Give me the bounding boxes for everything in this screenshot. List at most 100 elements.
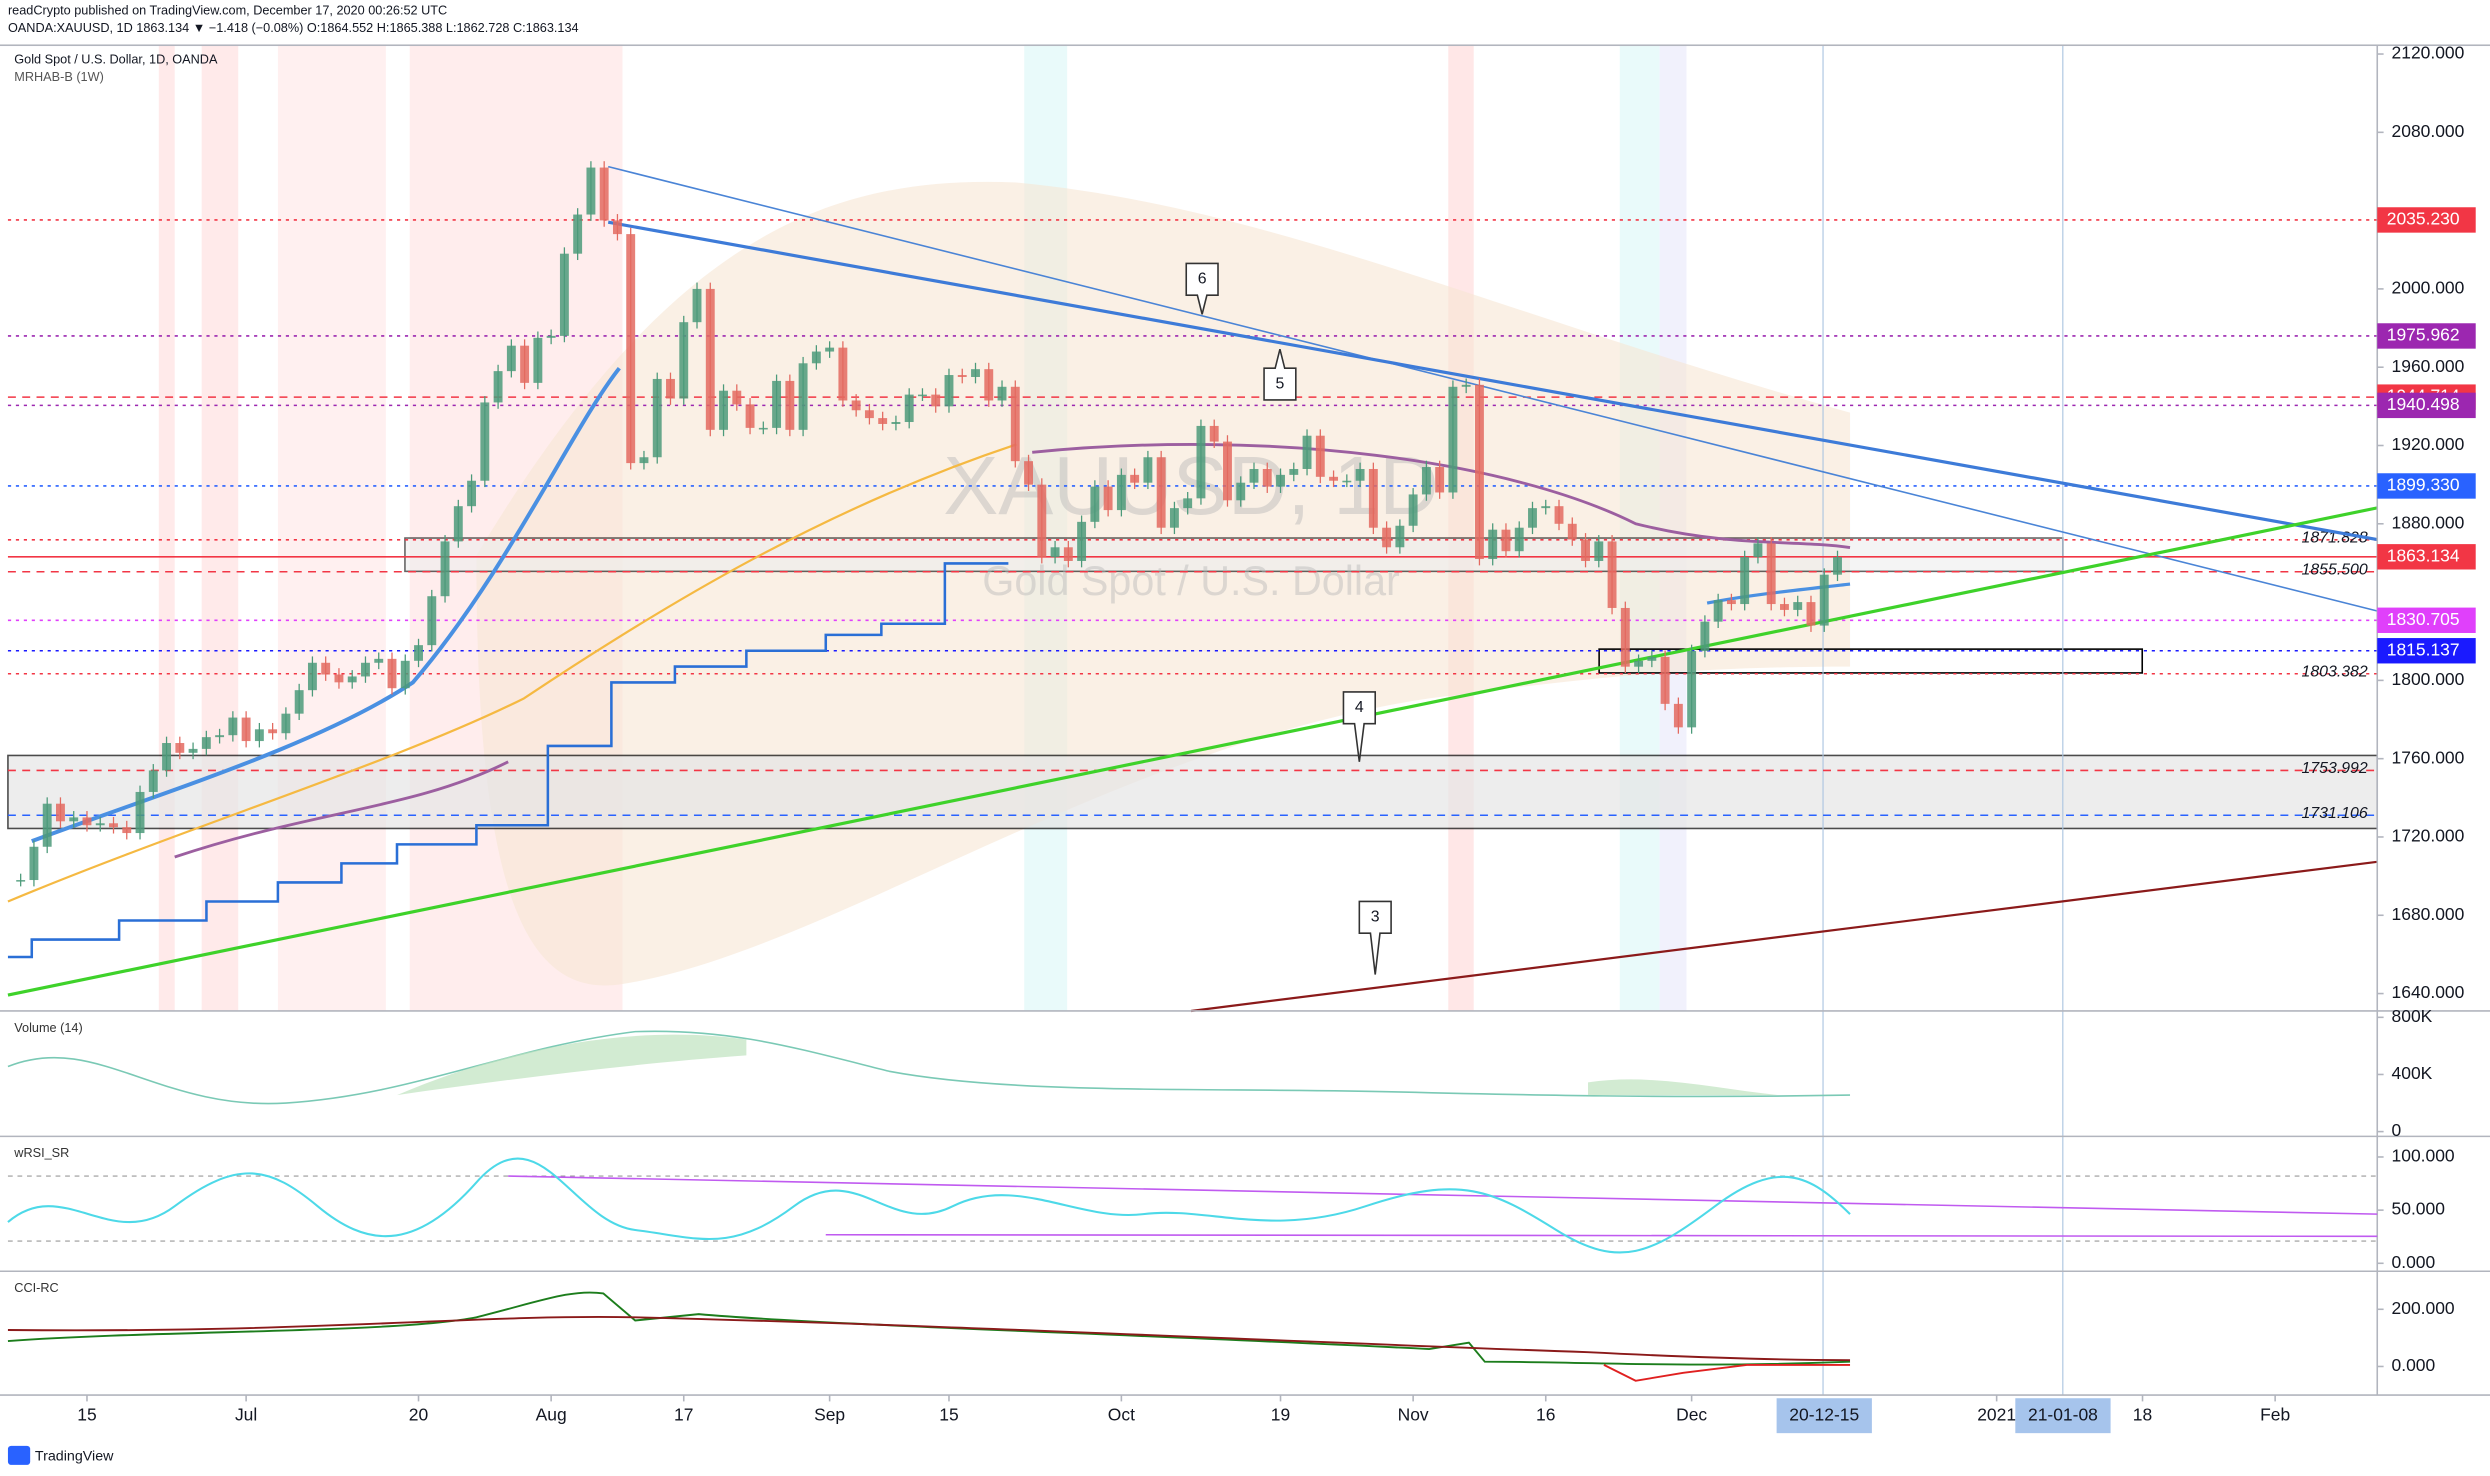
- volume-ma: [7, 1030, 1851, 1105]
- brand-logo: [7, 1445, 31, 1465]
- candle: [135, 791, 145, 834]
- candle: [241, 717, 251, 742]
- y-tick-label: 100.000: [2392, 1146, 2455, 1166]
- candle: [1700, 621, 1710, 652]
- price-badge: [2377, 473, 2476, 499]
- candle: [758, 427, 768, 430]
- candle: [1236, 482, 1246, 501]
- candles: [16, 161, 1842, 887]
- candle: [586, 167, 596, 215]
- candle: [944, 375, 954, 407]
- candle: [188, 748, 198, 753]
- candle: [1223, 441, 1232, 501]
- candle: [16, 880, 26, 882]
- candle: [387, 658, 397, 689]
- callout: [1263, 348, 1297, 401]
- step-line: [7, 562, 1009, 959]
- rsi-line: [7, 1157, 1851, 1254]
- x-tick-label: 19: [1271, 1404, 1290, 1424]
- candle: [811, 351, 821, 364]
- candle: [480, 402, 490, 481]
- candle: [307, 662, 317, 691]
- panel-title: Volume (14): [14, 1021, 82, 1035]
- callout-label: 5: [1276, 375, 1285, 392]
- candle: [1647, 656, 1657, 661]
- candle: [1077, 521, 1087, 561]
- level-label: 1731.106: [2302, 805, 2368, 822]
- candle: [891, 422, 901, 424]
- candle: [109, 823, 118, 828]
- trend-line: [7, 506, 2378, 997]
- candle: [1554, 506, 1564, 524]
- candle: [1063, 547, 1073, 561]
- x-tick-label: 2021: [1977, 1404, 2016, 1424]
- candle: [1342, 480, 1352, 483]
- candle: [931, 394, 941, 407]
- price-badge: [2377, 607, 2476, 633]
- y-tick-label: 1800.000: [2392, 669, 2465, 689]
- price-badge-label: 1975.962: [2387, 325, 2460, 345]
- candle: [1819, 574, 1829, 626]
- callout-label: 3: [1371, 909, 1380, 926]
- candle: [719, 390, 728, 430]
- candle: [679, 322, 689, 399]
- stripe: [201, 44, 239, 1011]
- candle: [467, 480, 477, 507]
- candle: [732, 390, 742, 405]
- y-tick-label: 1960.000: [2392, 356, 2465, 376]
- candle: [42, 803, 52, 847]
- candle: [215, 735, 225, 738]
- candle: [1620, 607, 1630, 667]
- candle: [851, 400, 861, 411]
- cci-signal: [7, 1315, 1851, 1362]
- y-tick-label: 1920.000: [2392, 434, 2465, 454]
- y-tick-label: 0.000: [2392, 1355, 2436, 1375]
- x-tick-label: 20: [409, 1404, 429, 1424]
- x-tick-label: 17: [674, 1404, 693, 1424]
- candle: [69, 817, 79, 822]
- candle: [838, 347, 848, 401]
- panel-title: wRSI_SR: [13, 1146, 69, 1160]
- candle: [1567, 523, 1577, 540]
- x-tick-label: 15: [939, 1404, 958, 1424]
- y-tick-label: 1760.000: [2392, 747, 2465, 767]
- candle: [864, 410, 874, 419]
- candle: [1726, 600, 1736, 605]
- axes: 2120.000 2080.000 20 0 0.000 1960.000 1920.000…: [13, 43, 2476, 1434]
- candle: [1156, 457, 1166, 528]
- brand: TradingView: [35, 1449, 114, 1465]
- date-badge-label: 20-12-15: [1789, 1404, 1859, 1424]
- x-tick-label: Jul: [235, 1404, 257, 1424]
- callout: [1342, 691, 1377, 762]
- panel-title: CCI-RC: [14, 1281, 58, 1295]
- y-tick-label: 2120.000: [2392, 43, 2465, 63]
- candle: [692, 288, 702, 323]
- candle: [1037, 484, 1047, 558]
- candle: [1249, 468, 1259, 483]
- price-badge-label: 2035.230: [2387, 209, 2460, 229]
- candle: [1289, 468, 1299, 475]
- candle: [785, 380, 795, 430]
- date-badge: [2015, 1398, 2111, 1434]
- candle: [82, 817, 92, 826]
- candle: [1276, 474, 1285, 487]
- candle: [427, 596, 437, 646]
- candle: [520, 345, 530, 383]
- candle: [904, 394, 914, 423]
- candle: [1050, 547, 1060, 558]
- y-tick-label: 1880.000: [2392, 512, 2465, 532]
- y-tick-label: 0: [2392, 1120, 2402, 1140]
- candle: [626, 234, 636, 464]
- candle: [1116, 474, 1126, 511]
- candle: [546, 335, 556, 338]
- candle: [772, 380, 782, 428]
- candle: [400, 660, 410, 689]
- level-label: 1753.992: [2302, 760, 2368, 777]
- publisher: readCrypto published on TradingView.com,…: [8, 3, 447, 17]
- candle: [1302, 435, 1312, 469]
- candle: [414, 645, 423, 661]
- candle: [1368, 468, 1378, 528]
- y-tick-label: 2080.000: [2392, 121, 2465, 141]
- candle: [1581, 539, 1590, 561]
- candle: [95, 823, 105, 826]
